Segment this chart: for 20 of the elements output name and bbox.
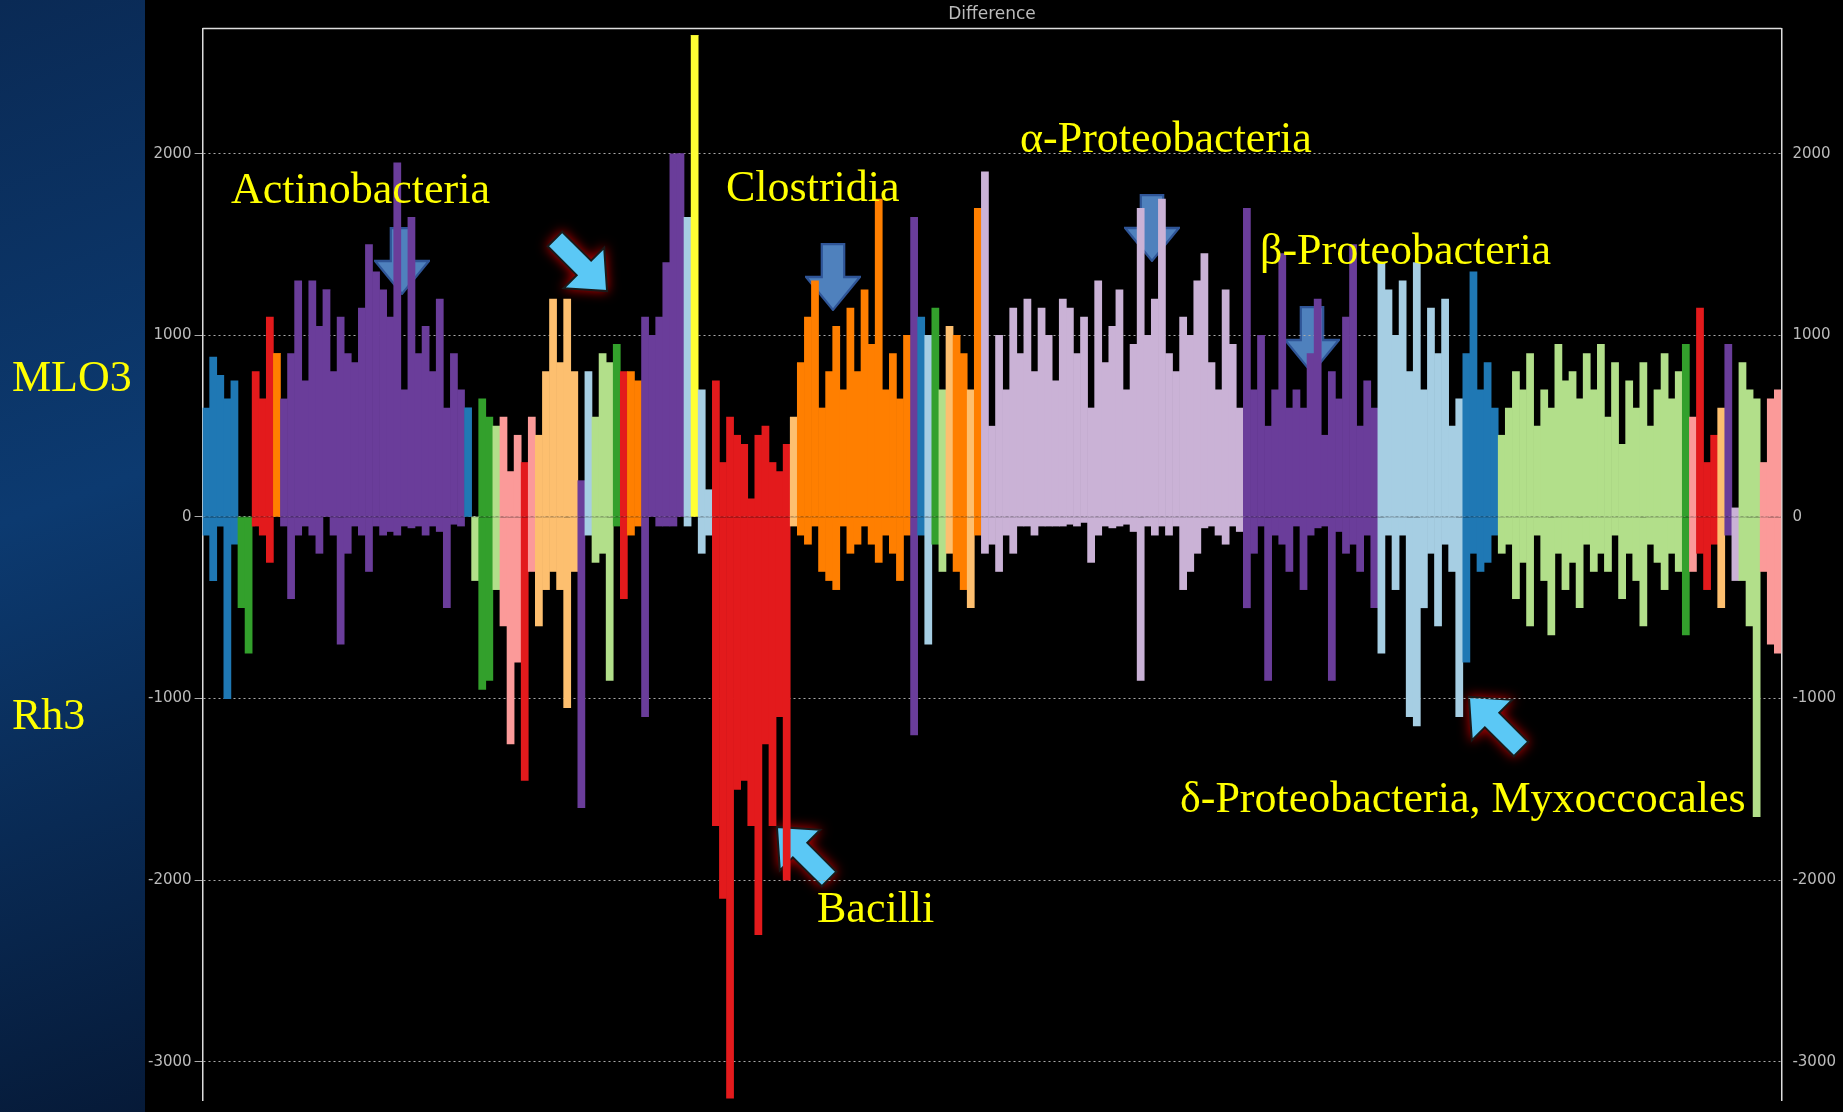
y-tick-label: 0 [182,506,192,525]
annotation: Clostridia [726,162,900,212]
y-tick-label: 1000 [153,325,192,344]
y2-tick-label: -1000 [1792,688,1837,707]
y-tick-label: -1000 [147,688,192,707]
chart-title: Difference [948,2,1036,23]
y2-tick-label: 2000 [1792,143,1831,162]
y2-tick-label: 1000 [1792,325,1831,344]
y2-tick-label: -2000 [1792,870,1837,889]
text: MLO3 [12,352,132,402]
annotation: β-Proteobacteria [1260,225,1552,275]
y2-tick-label: 0 [1792,506,1802,525]
y-tick-label: 2000 [153,143,192,162]
y-tick-label: -2000 [147,870,192,889]
text: Rh3 [12,690,86,740]
annotation: Bacilli [817,883,935,933]
y2-tick-label: -3000 [1792,1051,1837,1070]
y-tick-label: -3000 [147,1051,192,1070]
annotation: α-Proteobacteria [1020,113,1312,163]
annotation: δ-Proteobacteria, Myxoccocales [1180,773,1746,823]
